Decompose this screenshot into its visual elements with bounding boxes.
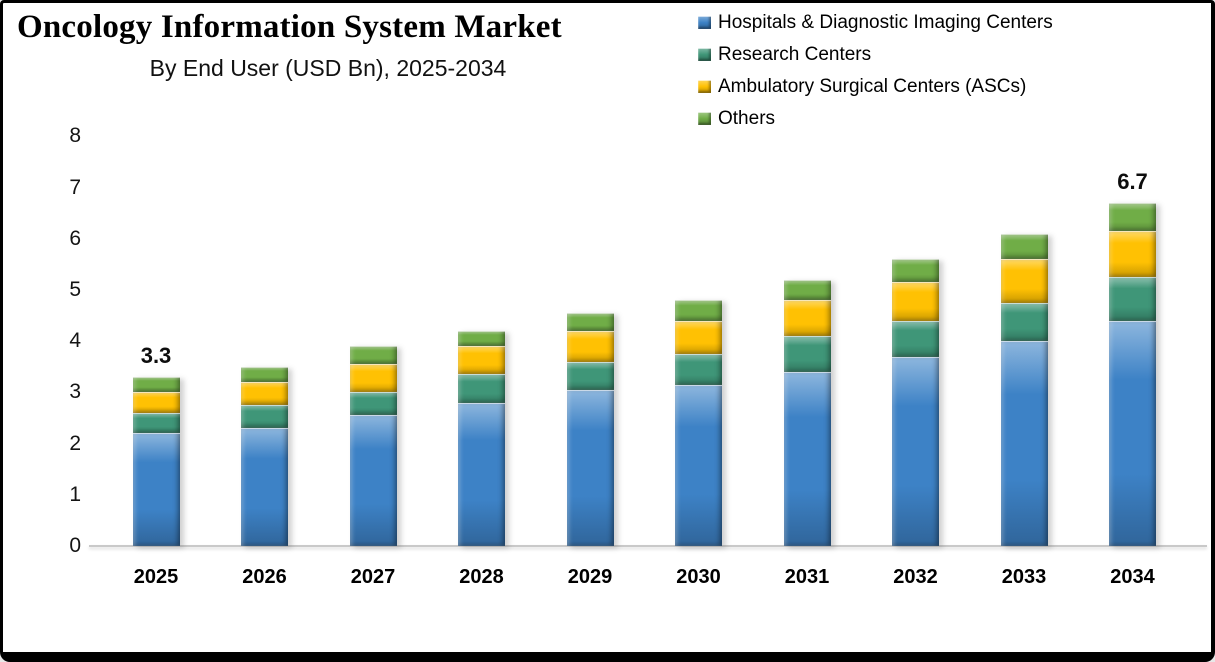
bar-2029 <box>566 313 614 546</box>
bar-segment-hospitals-diagnostic-imaging-centers <box>1000 341 1048 546</box>
x-tick-label: 2033 <box>1001 566 1047 588</box>
bar-2025 <box>132 377 180 546</box>
x-tick-label: 2031 <box>784 566 830 588</box>
x-tick-label: 2026 <box>242 566 287 588</box>
bar-segment-others <box>675 300 722 321</box>
x-tick-label: 2032 <box>893 566 938 588</box>
bar-segment-hospitals-diagnostic-imaging-centers <box>458 402 505 546</box>
bar-segment-others <box>783 279 831 301</box>
bar-segment-research-centers <box>1109 277 1156 321</box>
bar-segment-research-centers <box>566 361 614 390</box>
x-tick-label: 2025 <box>133 566 179 588</box>
bar-segment-ambulatory-surgical-centers-ascs <box>892 282 939 321</box>
y-tick-label: 1 <box>69 482 81 506</box>
chart-title: Oncology Information System Market <box>17 9 562 45</box>
bar-segment-ambulatory-surgical-centers-ascs <box>349 364 397 393</box>
bar-segment-hospitals-diagnostic-imaging-centers <box>349 415 397 546</box>
bar-segment-research-centers <box>132 412 180 434</box>
bar-segment-hospitals-diagnostic-imaging-centers <box>241 428 288 546</box>
bar-2026 <box>241 366 288 546</box>
total-data-label-2025: 3.3 <box>140 343 172 369</box>
bar-segment-hospitals-diagnostic-imaging-centers <box>132 433 180 546</box>
bar-segment-hospitals-diagnostic-imaging-centers <box>566 389 614 546</box>
y-tick-label: 7 <box>69 175 81 199</box>
bar-segment-ambulatory-surgical-centers-ascs <box>1000 259 1048 303</box>
bar-segment-others <box>132 377 180 393</box>
bar-segment-hospitals-diagnostic-imaging-centers <box>892 356 939 546</box>
x-tick-label: 2028 <box>459 566 504 588</box>
x-tick-label: 2034 <box>1110 566 1155 588</box>
bar-segment-research-centers <box>1000 302 1048 342</box>
x-axis-line <box>89 545 1207 547</box>
bar-2034 <box>1109 202 1156 546</box>
legend-label: Hospitals & Diagnostic Imaging Centers <box>718 12 1053 33</box>
bar-segment-others <box>892 259 939 283</box>
plot-area: 0 1 2 3 4 5 6 7 8 2025 2026 2027 2028 2029 2030 2031 203… <box>3 3 1211 652</box>
bar-segment-others <box>349 346 397 365</box>
y-tick-label: 2 <box>69 431 81 455</box>
legend-swatch-icon <box>698 16 711 29</box>
chart-subtitle: By End User (USD Bn), 2025-2034 <box>149 55 507 81</box>
bar-segment-hospitals-diagnostic-imaging-centers <box>675 384 722 546</box>
x-tick-label: 2029 <box>567 566 613 588</box>
bar-segment-ambulatory-surgical-centers-ascs <box>132 392 180 413</box>
legend-label: Others <box>718 108 776 129</box>
legend-label: Ambulatory Surgical Centers (ASCs) <box>718 76 1027 97</box>
bar-segment-research-centers <box>349 392 397 416</box>
legend: Hospitals & Diagnostic Imaging Centers Re… <box>698 10 1053 138</box>
bar-segment-ambulatory-surgical-centers-ascs <box>241 382 288 406</box>
bar-segment-others <box>566 313 614 331</box>
legend-label: Research Centers <box>718 44 872 65</box>
bar-2028 <box>458 330 505 546</box>
bar-segment-research-centers <box>241 405 288 429</box>
legend-item-others: Others <box>698 106 1053 132</box>
total-data-label-2034: 6.7 <box>1117 168 1148 194</box>
bar-segment-research-centers <box>458 374 505 403</box>
y-tick-label: 0 <box>69 534 81 557</box>
legend-swatch-icon <box>698 80 711 93</box>
bar-segment-research-centers <box>892 320 939 357</box>
y-tick-label: 3 <box>69 380 81 404</box>
bar-segment-others <box>241 366 288 383</box>
legend-swatch-icon <box>698 112 711 125</box>
bar-segment-hospitals-diagnostic-imaging-centers <box>1109 320 1156 546</box>
bar-segment-research-centers <box>783 336 831 372</box>
y-tick-label: 8 <box>69 124 81 148</box>
bar-2030 <box>675 300 722 546</box>
bar-segment-ambulatory-surgical-centers-ascs <box>1109 231 1156 278</box>
bar-segment-ambulatory-surgical-centers-ascs <box>458 346 505 375</box>
y-tick-label: 6 <box>69 226 81 250</box>
bar-segment-research-centers <box>675 354 722 385</box>
x-tick-label: 2027 <box>350 566 396 588</box>
x-tick-label: 2030 <box>676 566 721 588</box>
bar-2031 <box>783 279 831 546</box>
legend-item-hospitals-diagnostic-imaging-centers: Hospitals & Diagnostic Imaging Centers <box>698 10 1053 36</box>
bar-2032 <box>892 259 939 546</box>
legend-item-ambulatory-surgical-centers-ascs: Ambulatory Surgical Centers (ASCs) <box>698 74 1053 100</box>
legend-swatch-icon <box>698 48 711 61</box>
bar-segment-ambulatory-surgical-centers-ascs <box>675 320 722 354</box>
y-tick-label: 4 <box>69 329 81 353</box>
bar-segment-others <box>1109 202 1156 232</box>
bar-2027 <box>349 346 397 546</box>
legend-item-research-centers: Research Centers <box>698 42 1053 68</box>
bar-segment-others <box>458 330 505 347</box>
bar-2033 <box>1000 233 1048 546</box>
bar-segment-others <box>1000 233 1048 260</box>
y-tick-label: 5 <box>69 278 81 301</box>
bar-segment-ambulatory-surgical-centers-ascs <box>566 330 614 362</box>
bar-segment-ambulatory-surgical-centers-ascs <box>783 300 831 337</box>
bar-segment-hospitals-diagnostic-imaging-centers <box>783 371 831 546</box>
